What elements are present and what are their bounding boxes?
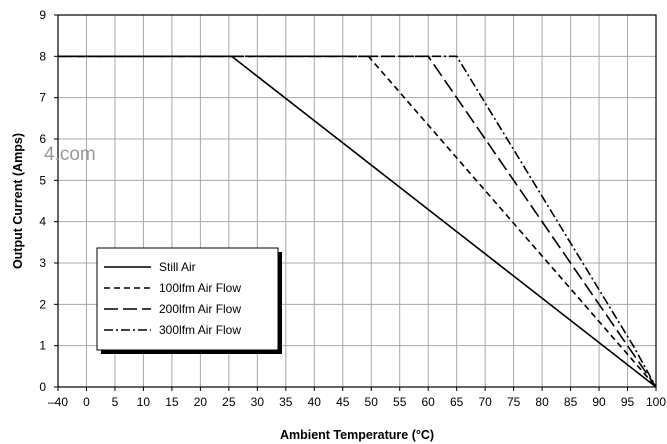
x-tick-label: 65 xyxy=(450,395,464,409)
legend-label: 300lfm Air Flow xyxy=(159,323,241,337)
x-tick-label: 60 xyxy=(422,395,436,409)
series-line-3 xyxy=(58,55,657,388)
watermark-text: 4.com xyxy=(44,144,96,165)
y-tick-label: 0 xyxy=(39,380,46,394)
x-tick-label: 35 xyxy=(279,395,293,409)
y-tick-label: 6 xyxy=(39,132,46,146)
plot-frame xyxy=(57,14,657,388)
y-tick-label: 8 xyxy=(39,49,46,63)
x-tick-label: –40 xyxy=(48,395,68,409)
x-tick-label: 15 xyxy=(165,395,179,409)
x-tick-label: 10 xyxy=(137,395,151,409)
y-axis-label: Output Current (Amps) xyxy=(11,133,25,269)
y-tick-label: 2 xyxy=(39,297,46,311)
legend-box xyxy=(96,247,279,351)
x-tick-label: 75 xyxy=(507,395,521,409)
grid-lines xyxy=(58,15,656,387)
x-axis-label: Ambient Temperature (°C) xyxy=(280,428,434,442)
x-tick-label: 100 xyxy=(646,395,666,409)
x-tick-label: 30 xyxy=(251,395,265,409)
y-tick-label: 9 xyxy=(39,8,46,22)
y-axis-ticks: 0 1 2 3 4 5 6 7 8 9 xyxy=(39,8,58,394)
x-tick-label: 0 xyxy=(83,395,90,409)
y-tick-label: 7 xyxy=(39,91,46,105)
series-lines xyxy=(58,55,657,388)
x-tick-label: 95 xyxy=(621,395,635,409)
y-tick-label: 3 xyxy=(39,256,46,270)
x-tick-label: 90 xyxy=(592,395,606,409)
legend-label: 100lfm Air Flow xyxy=(159,281,241,295)
x-tick-label: 85 xyxy=(564,395,578,409)
y-tick-label: 1 xyxy=(39,339,46,353)
legend-label: 200lfm Air Flow xyxy=(159,302,241,316)
legend: Still Air 100lfm Air Flow 200lfm Air Flow 3… xyxy=(96,247,282,354)
x-tick-label: 25 xyxy=(222,395,236,409)
x-tick-label: 45 xyxy=(336,395,350,409)
y-tick-label: 5 xyxy=(39,173,46,187)
x-tick-label: 50 xyxy=(365,395,379,409)
x-tick-label: 20 xyxy=(194,395,208,409)
x-axis-ticks: –40 0 5 10 15 20 25 30 35 40 45 50 55 60 65 70 75 80 85 90 9… xyxy=(48,387,666,409)
x-tick-label: 5 xyxy=(112,395,119,409)
legend-label: Still Air xyxy=(159,260,196,274)
x-tick-label: 40 xyxy=(308,395,322,409)
x-tick-label: 80 xyxy=(535,395,549,409)
x-tick-label: 55 xyxy=(393,395,407,409)
x-tick-label: 70 xyxy=(478,395,492,409)
y-tick-label: 4 xyxy=(39,215,46,229)
legend-items: Still Air 100lfm Air Flow 200lfm Air Flow 3… xyxy=(104,260,241,337)
